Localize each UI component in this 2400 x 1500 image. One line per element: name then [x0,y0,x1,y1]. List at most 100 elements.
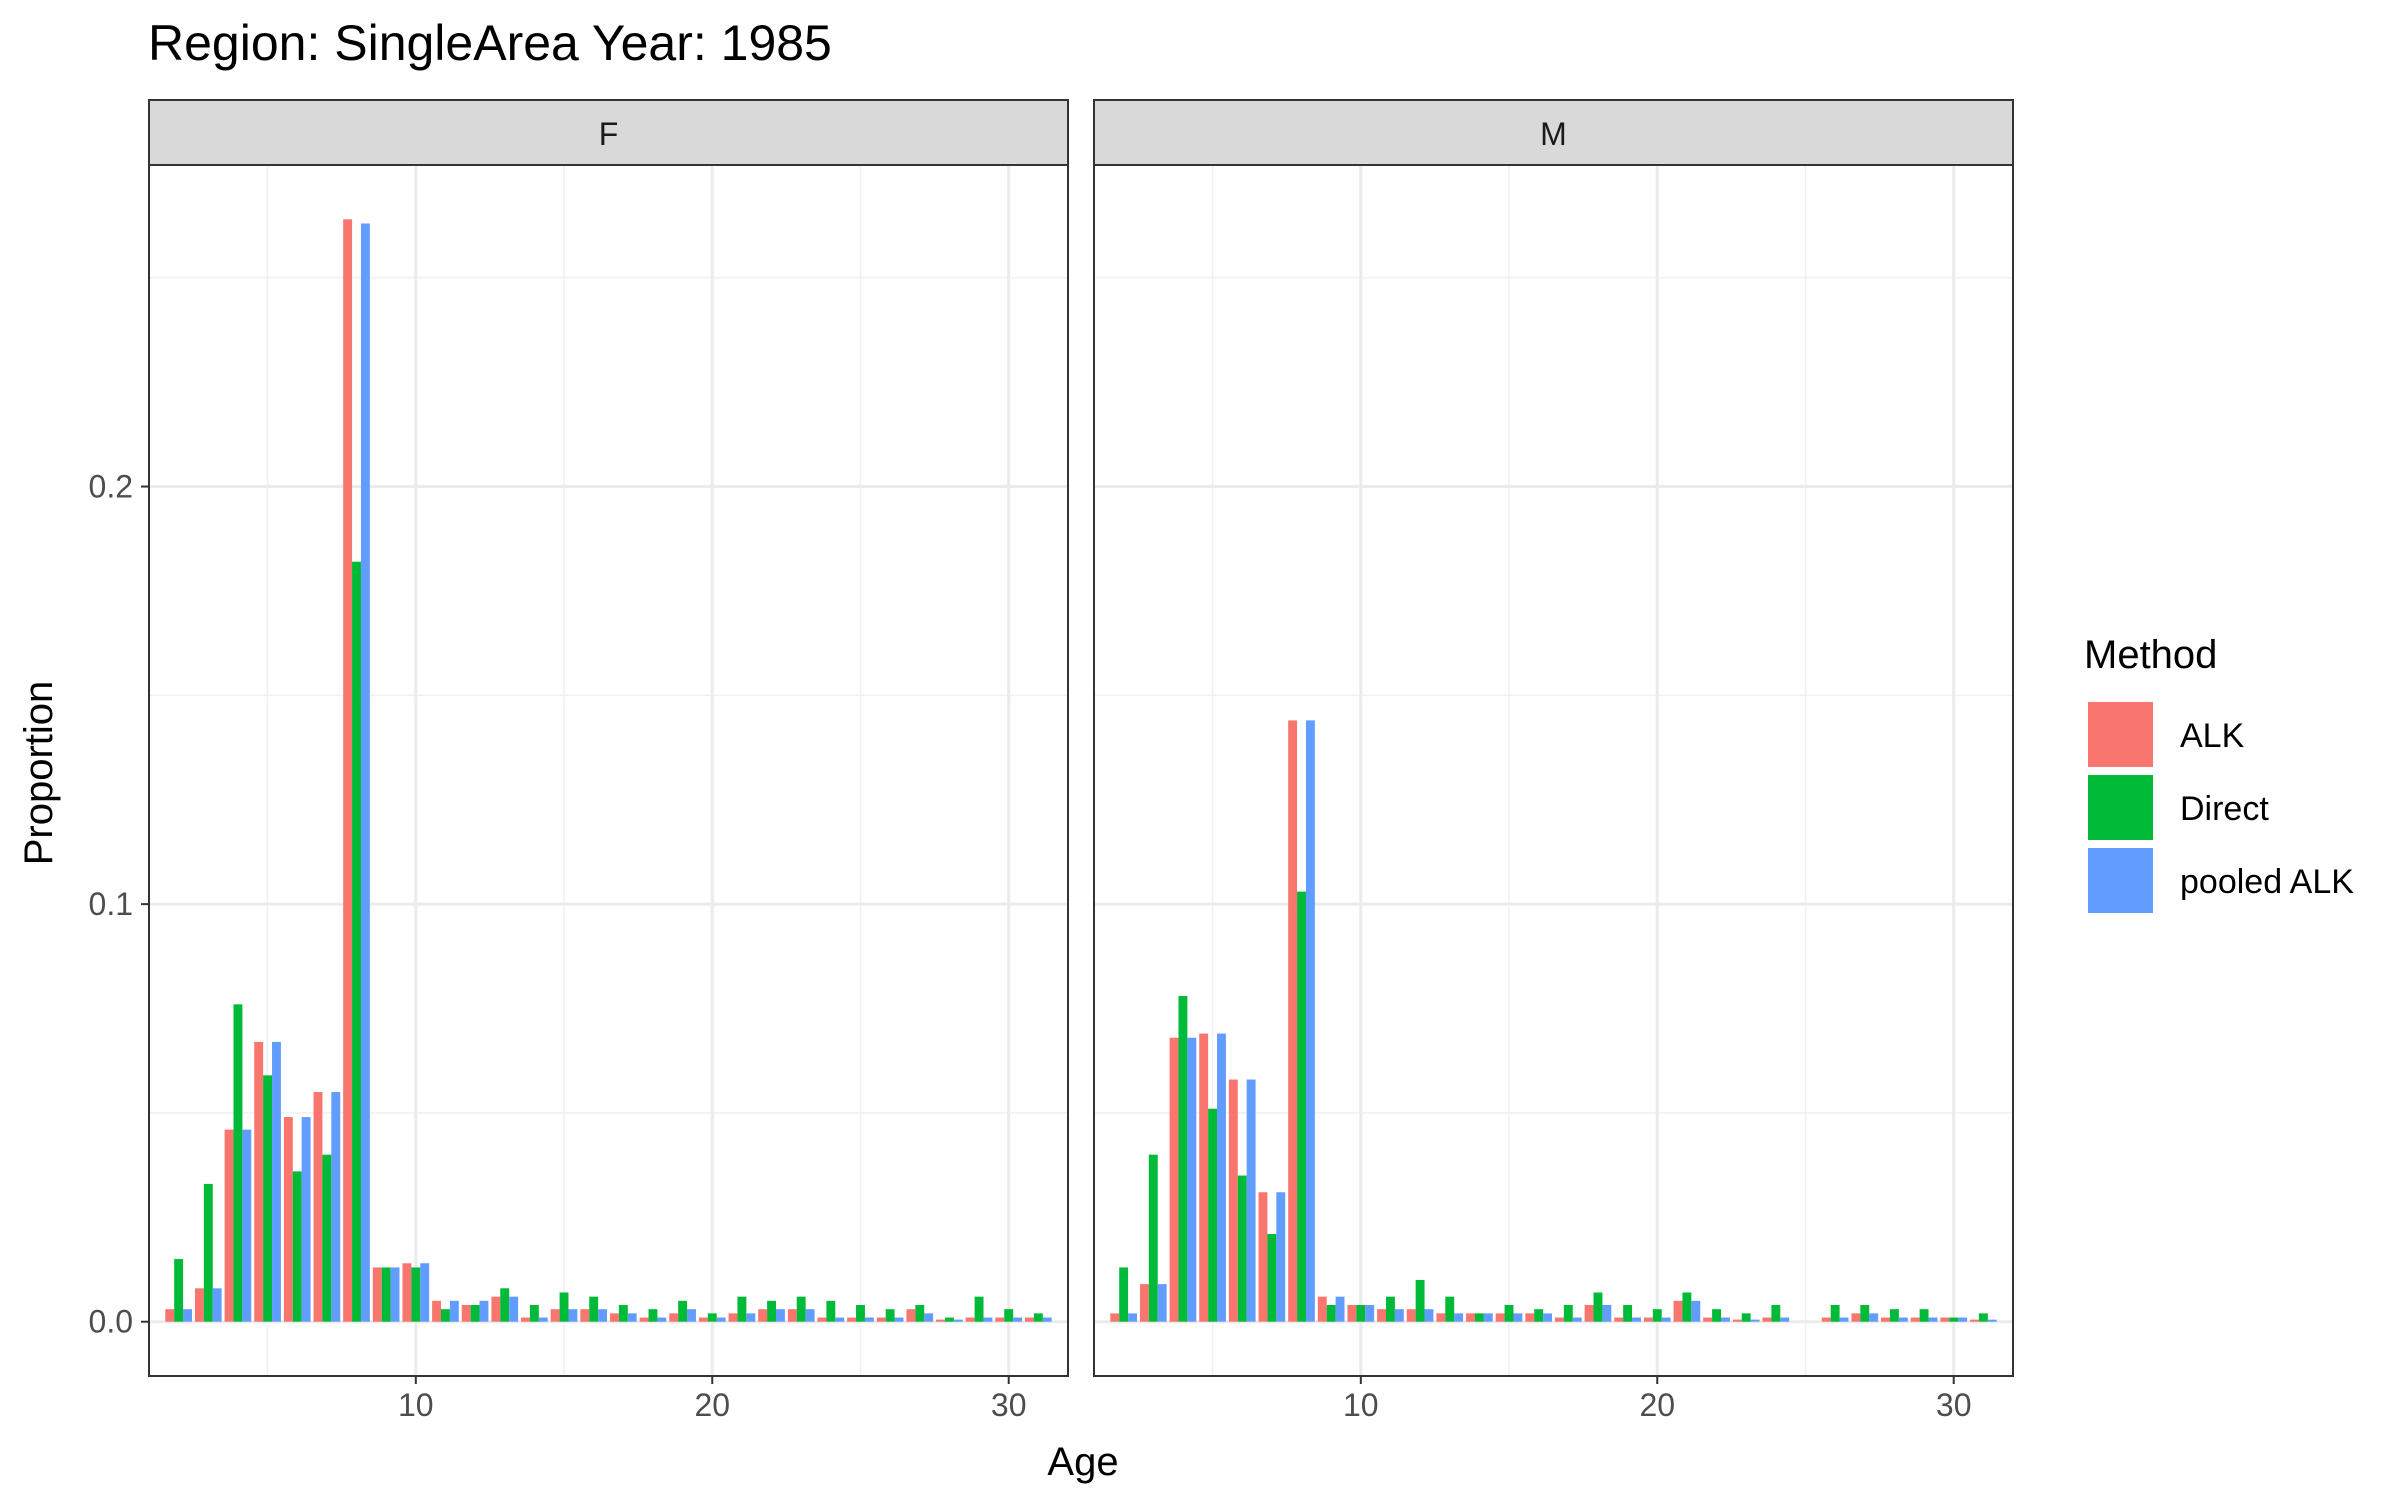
facet-strip [148,99,1069,166]
bar [1771,1305,1781,1322]
bar [936,1319,945,1322]
legend-label: Direct [2180,790,2269,828]
facet-panel-f: F 10 20 30 0.0 0.1 0.2 [89,99,1069,1423]
bar [1445,1296,1455,1322]
bar [1978,1313,1988,1322]
bar [381,1267,391,1322]
bar [1554,1317,1564,1322]
bar [1199,1033,1209,1322]
bar [1691,1300,1701,1322]
bar [1495,1313,1505,1322]
series-direct [174,561,1043,1322]
bar [1246,1079,1256,1322]
bar [1881,1317,1890,1322]
facet-strip [1093,99,2014,166]
series-alk [165,219,1034,1322]
bar [1643,1317,1653,1322]
series-alk [1110,720,1979,1322]
bar [1673,1300,1683,1322]
bar [1898,1317,1908,1322]
bar [847,1317,857,1322]
bar [1466,1313,1475,1322]
bar [1424,1309,1434,1322]
bar [796,1296,806,1322]
bar [1474,1313,1484,1322]
bar [618,1305,628,1322]
bar [758,1309,768,1322]
bar [1258,1192,1268,1322]
bar [1208,1108,1218,1322]
bar [1128,1313,1137,1322]
bar [1042,1317,1052,1322]
bar [1821,1317,1831,1322]
bar [775,1309,785,1322]
bar [521,1317,530,1322]
bar [1830,1305,1840,1322]
bar [1750,1319,1760,1322]
bar [835,1317,845,1322]
bar [165,1309,175,1322]
bar [538,1317,548,1322]
facet-panel-m: M 10 20 30 [1093,99,2014,1423]
bar [1276,1192,1286,1322]
bar [1217,1033,1226,1322]
panel-border [1093,164,2014,1377]
bar [915,1305,925,1322]
x-tick-label: 10 [1343,1387,1379,1423]
bar [1483,1313,1493,1322]
series-direct [1119,891,1988,1322]
legend-key-alk [2088,702,2153,767]
bar [420,1263,430,1322]
bar [1406,1309,1416,1322]
bar [1365,1305,1375,1322]
bar [1563,1305,1573,1322]
bar [1454,1313,1464,1322]
bar [174,1259,184,1322]
bar [1157,1284,1167,1322]
panel-border [148,164,1069,1377]
bar [826,1300,836,1322]
bar [1178,995,1188,1322]
chart-title: Region: SingleArea Year: 1985 [148,15,832,71]
bar [1139,1284,1149,1322]
bar [1652,1309,1662,1322]
x-tick-label: 30 [991,1387,1027,1423]
legend: Method ALK Direct pooled ALK [2084,633,2354,915]
bar [995,1317,1005,1322]
bar [390,1267,400,1322]
bar [1623,1305,1633,1322]
bar [639,1317,649,1322]
bar [1987,1319,1997,1322]
bar [728,1313,738,1322]
bar [1228,1079,1238,1322]
bar [360,223,370,1322]
bar [1110,1313,1120,1322]
bar [1584,1305,1594,1322]
panels-layer: F 10 20 30 0.0 0.1 0.2 M 10 20 30 [89,99,2014,1423]
bar [509,1296,519,1322]
bar [1593,1292,1603,1322]
bar [500,1288,510,1322]
bar [1025,1317,1034,1322]
bar [529,1305,539,1322]
bar [568,1309,578,1322]
series-pooled-alk [1128,720,1997,1322]
bar [1148,1154,1158,1322]
bar [343,219,353,1322]
bar [1889,1309,1899,1322]
bar [589,1296,599,1322]
bar [1013,1317,1023,1322]
bar [894,1317,904,1322]
bar [372,1267,382,1322]
bar [1356,1305,1366,1322]
bar [272,1041,281,1322]
bar [1386,1296,1395,1322]
bar [1187,1037,1197,1322]
bar [669,1313,679,1322]
bar [787,1309,797,1322]
bar [698,1317,708,1322]
bar [1919,1309,1929,1322]
bar [470,1305,480,1322]
facet-strip-label: M [1540,116,1567,152]
